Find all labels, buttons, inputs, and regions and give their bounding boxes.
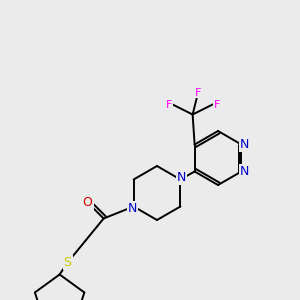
Text: N: N: [240, 165, 249, 178]
Text: S: S: [64, 256, 72, 269]
Text: F: F: [165, 100, 172, 110]
Text: N: N: [240, 138, 249, 151]
Text: O: O: [83, 196, 93, 209]
Text: F: F: [213, 100, 220, 110]
Text: N: N: [128, 202, 137, 215]
Text: F: F: [194, 88, 201, 98]
Text: N: N: [177, 171, 186, 184]
